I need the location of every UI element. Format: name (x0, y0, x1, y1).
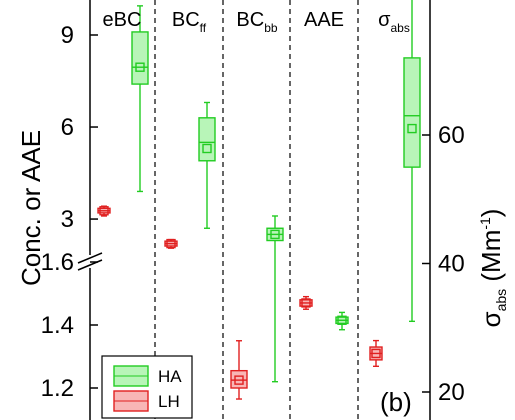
group-label: BCff (172, 9, 207, 35)
box-body (403, 57, 421, 168)
box-lh (369, 339, 383, 367)
group-label: AAE (304, 9, 344, 31)
legend-label-ha: HA (158, 367, 182, 386)
axis-break-mark (77, 252, 103, 264)
left-tick-label: 6 (61, 114, 74, 141)
box-lh (97, 205, 111, 217)
box-lh (230, 340, 248, 400)
box-body (230, 369, 248, 389)
right-tick-label: 40 (438, 251, 465, 278)
left-tick-label: 1.2 (41, 375, 74, 402)
legend: HA LH (101, 355, 193, 419)
mean-marker (99, 206, 109, 216)
mean-marker (407, 123, 417, 134)
mean-marker (135, 62, 145, 72)
mean-marker (337, 315, 347, 325)
right-tick-label: 20 (438, 379, 465, 406)
box-lh (164, 238, 178, 249)
box-body (198, 117, 216, 162)
box-ha (266, 215, 284, 383)
group-label: eBC (103, 9, 142, 31)
mean-marker (234, 375, 244, 385)
right-axis-title: σabs (Mm-1) (476, 209, 509, 328)
left-tick-label: 3 (61, 206, 74, 233)
group-label: BCbb (236, 9, 277, 35)
left-tick-label: 1.6 (41, 249, 74, 276)
left-axis-ticks: 3 6 9 1.2 1.4 1.6 (41, 22, 98, 402)
left-tick-label: 9 (61, 22, 74, 49)
box-ha (198, 101, 216, 229)
right-axis-ticks: 20 40 60 (422, 122, 465, 406)
left-axis-title: Conc. or AAE (16, 130, 46, 286)
mean-marker (202, 143, 212, 154)
left-tick-label: 1.4 (41, 312, 74, 339)
group-labels: eBC BCff BCbb AAE σabs (103, 9, 410, 35)
mean-marker (301, 298, 311, 308)
box-ha (403, 0, 421, 323)
legend-label-lh: LH (158, 392, 180, 411)
box-ha (131, 5, 149, 193)
box-lh (299, 295, 313, 310)
box-ha (335, 311, 349, 331)
mean-marker (166, 238, 176, 249)
group-label: σabs (378, 9, 410, 35)
mean-marker (371, 348, 381, 359)
panel-label: (b) (380, 387, 412, 417)
mean-marker (270, 229, 280, 240)
right-tick-label: 60 (438, 122, 465, 149)
box-body (131, 31, 149, 85)
box-marks (97, 0, 421, 400)
